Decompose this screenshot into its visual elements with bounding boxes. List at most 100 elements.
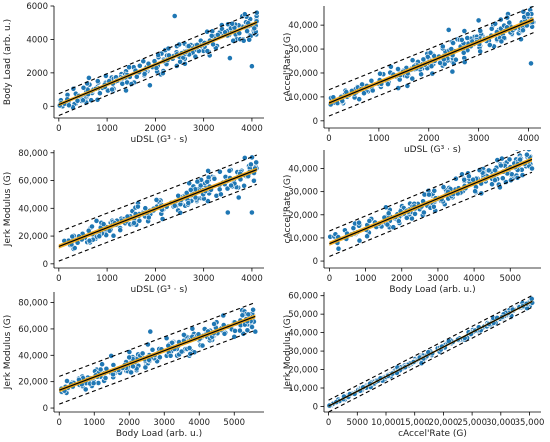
chart-panel-6: 0 5000 10,00015,00020,00025,00030,00035,00… — [283, 292, 544, 439]
y-tick-label: 60,000 — [18, 177, 48, 187]
data-point — [485, 167, 492, 174]
data-point — [527, 144, 532, 149]
chart-panel-1: 0 1000 2000 3000 4000 0 2000 4000 6000 uDSL (G³ ·… — [3, 2, 264, 145]
data-point — [119, 80, 126, 87]
data-point — [520, 27, 526, 34]
x-tick-label: 1000 — [368, 134, 390, 144]
x-tick-label: 4000 — [518, 134, 540, 144]
data-point — [86, 237, 93, 244]
data-point — [418, 71, 424, 78]
data-point — [244, 327, 251, 334]
chart-panel-5: 0 1000 2000 3000 4000 5000 0 20,000 40,000 60,000… — [3, 292, 264, 439]
x-tick-label: 15,000 — [400, 418, 430, 428]
x-tick-label: 2000 — [391, 274, 413, 284]
y-tick-label: 50,000 — [288, 310, 318, 320]
data-point — [246, 36, 253, 43]
data-point — [134, 203, 141, 210]
data-point — [395, 218, 402, 224]
y-tick-label: 10,000 — [288, 234, 318, 244]
y-axis-label: Body Load (arb. u.) — [3, 19, 13, 105]
data-point — [180, 331, 187, 338]
data-point — [142, 205, 149, 212]
data-point — [228, 182, 234, 189]
data-point — [140, 58, 147, 65]
y-tick-label: 0 — [313, 257, 318, 267]
x-tick-label: 0 — [326, 134, 331, 144]
data-point — [216, 168, 223, 175]
data-point — [498, 38, 505, 45]
data-point — [224, 185, 231, 192]
y-tick-label: 30,000 — [288, 188, 318, 198]
data-point — [429, 70, 436, 77]
data-point — [426, 191, 432, 198]
data-point — [368, 77, 375, 84]
regression-line — [59, 315, 256, 391]
data-point — [96, 233, 103, 240]
x-tick-label: 2000 — [418, 134, 440, 144]
data-point — [117, 227, 124, 233]
data-point — [369, 87, 376, 94]
y-tick-label: 10,000 — [288, 384, 318, 394]
y-tick-label: 20,000 — [288, 69, 318, 79]
data-point — [94, 78, 101, 84]
data-point — [146, 82, 153, 89]
x-tick-label: 3000 — [468, 134, 490, 144]
data-point — [249, 324, 255, 330]
data-point — [239, 312, 246, 319]
y-tick-label: 60,000 — [18, 325, 48, 335]
data-point — [64, 378, 70, 384]
data-point — [529, 165, 535, 172]
data-point — [141, 71, 148, 77]
data-point — [224, 209, 231, 216]
data-point — [458, 37, 465, 43]
data-point — [465, 173, 472, 180]
data-point — [472, 188, 478, 195]
x-tick-label: 30,000 — [486, 418, 516, 428]
data-point — [97, 90, 103, 97]
data-point — [142, 364, 149, 371]
data-point — [185, 43, 192, 49]
data-point — [232, 327, 238, 334]
data-point — [366, 217, 373, 224]
y-tick-label: 40,000 — [288, 165, 318, 175]
data-point — [167, 352, 174, 359]
data-point — [524, 151, 530, 158]
x-tick-label: 3000 — [427, 274, 449, 284]
data-point — [377, 70, 383, 77]
x-tick-label: 25,000 — [457, 418, 487, 428]
data-point — [247, 161, 254, 168]
lower-prediction-line — [329, 171, 533, 257]
data-point — [185, 200, 192, 206]
data-point — [420, 56, 427, 63]
y-tick-label: 20,000 — [18, 232, 48, 242]
data-point — [431, 187, 438, 194]
data-point — [221, 330, 228, 337]
data-point — [136, 62, 143, 69]
data-point — [412, 210, 418, 217]
lower-prediction-line — [58, 183, 257, 262]
data-point — [145, 214, 152, 221]
data-point — [82, 386, 89, 393]
chart-panel-3: 0 1000 2000 3000 4000 0 20,000 40,000 60,000 80,0… — [3, 149, 264, 295]
plot-area — [56, 9, 260, 117]
data-point — [199, 342, 206, 349]
data-point — [250, 306, 256, 313]
x-tick-label: 3000 — [193, 124, 215, 134]
regression-line — [328, 300, 533, 407]
x-axis-label: cAccel'Rate (G) — [398, 429, 467, 439]
data-point — [102, 375, 109, 381]
data-point — [492, 20, 499, 27]
data-point — [499, 175, 506, 182]
data-point — [186, 345, 193, 351]
y-tick-label: 0 — [313, 402, 318, 412]
data-point — [475, 17, 482, 24]
data-point — [236, 327, 243, 334]
y-tick-label: 0 — [313, 117, 318, 127]
data-point — [244, 28, 250, 34]
y-axis-label: cAccel'Rate (G) — [283, 33, 293, 102]
data-point — [99, 361, 105, 368]
data-point — [194, 178, 201, 185]
y-tick-label: 80,000 — [18, 299, 48, 309]
data-point — [216, 186, 223, 193]
